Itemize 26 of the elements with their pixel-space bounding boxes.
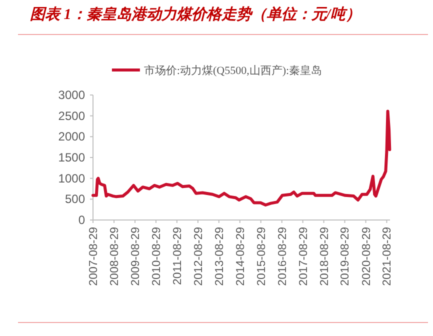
x-tick-label: 2018-08-29 — [318, 227, 331, 286]
y-tick-label: 0 — [78, 213, 86, 227]
x-tick-label: 2011-08-29 — [172, 227, 184, 285]
x-tick-label: 2008-08-29 — [109, 227, 122, 286]
x-tick-label: 2013-08-29 — [214, 227, 226, 286]
chart-title: 图表 1：秦皇岛港动力煤价格走势（单位：元/吨） — [30, 6, 360, 23]
x-tick-label: 2009-08-29 — [130, 227, 142, 286]
y-tick-label: 1500 — [58, 150, 86, 164]
x-tick-label: 2012-08-29 — [192, 227, 205, 286]
x-tick-label: 2007-08-29 — [88, 227, 100, 286]
x-tick-label: 2016-08-29 — [276, 227, 289, 286]
x-tick-label: 2021-08-29 — [382, 227, 394, 286]
x-tick-label: 2017-08-29 — [298, 227, 310, 286]
y-tick-label: 2500 — [58, 108, 86, 123]
x-tick-label: 2015-08-29 — [256, 227, 268, 286]
x-tick-label: 2020-08-29 — [360, 227, 373, 286]
y-tick-label: 3000 — [58, 88, 86, 102]
y-tick-label: 500 — [64, 192, 86, 206]
x-tick-label: 2019-08-29 — [340, 227, 352, 286]
legend: 市场价:动力煤(Q5500,山西产):秦皇岛 — [112, 65, 322, 77]
y-tick-label: 2000 — [58, 130, 86, 144]
legend-label: 市场价:动力煤(Q5500,山西产):秦皇岛 — [144, 64, 322, 77]
line-series — [92, 110, 392, 206]
x-tick-label: 2010-08-29 — [150, 227, 163, 286]
y-tick-label: 1000 — [58, 171, 86, 186]
x-tick-label: 2014-08-29 — [234, 227, 247, 286]
